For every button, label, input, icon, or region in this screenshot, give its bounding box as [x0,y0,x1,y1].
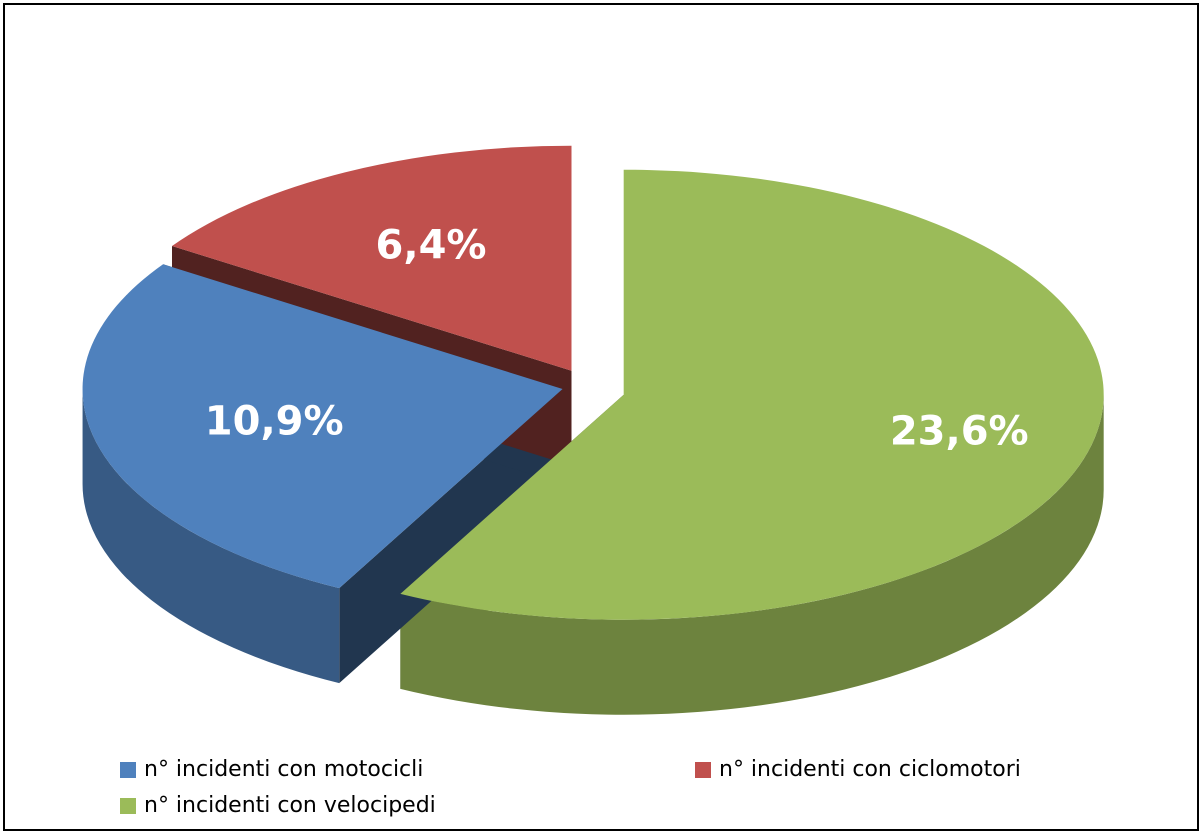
slice [82,264,563,589]
legend-label: n° incidenti con velocipedi [144,793,436,818]
slice [172,145,572,371]
value-label: 10,9% [205,398,344,444]
slice [400,169,1104,620]
labels: 23,6% 10,9% 6,4% [205,223,1029,455]
legend-label: n° incidenti con ciclomotori [719,757,1021,782]
slice-side [400,394,1104,715]
slice-side [82,389,340,684]
value-label: 23,6% [890,409,1029,455]
legend-swatch [120,762,136,778]
pie-tops [82,145,1104,620]
legend-swatch [120,798,136,814]
legend-label: n° incidenti con motocicli [144,757,423,782]
legend-swatch [695,762,711,778]
value-label: 6,4% [376,223,487,269]
